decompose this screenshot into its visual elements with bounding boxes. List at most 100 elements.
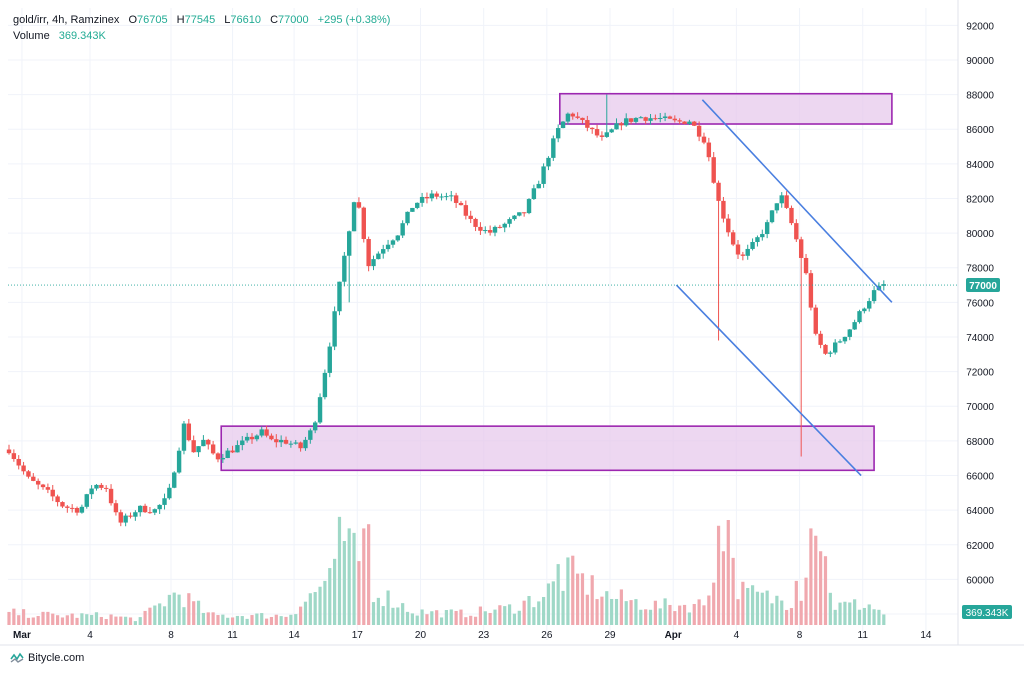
- volume-bar: [99, 616, 103, 625]
- volume-bar: [405, 611, 410, 625]
- y-tick-label: 86000: [966, 125, 994, 136]
- volume-bar: [80, 613, 84, 625]
- candle-body: [624, 118, 629, 126]
- candle-body: [366, 239, 371, 267]
- volume-bar: [430, 611, 434, 625]
- volume-bar: [318, 586, 322, 625]
- volume-bar: [51, 613, 55, 625]
- volume-bar: [21, 609, 26, 625]
- candle-body: [410, 207, 415, 212]
- volume-bar: [473, 616, 478, 625]
- volume-bar: [70, 613, 74, 625]
- y-tick-label: 74000: [966, 333, 994, 344]
- candle-body: [45, 487, 51, 490]
- candle-body: [871, 290, 877, 302]
- y-tick-label: 70000: [966, 402, 994, 413]
- candle-body: [478, 226, 483, 231]
- volume-bar: [537, 601, 541, 625]
- volume-bar: [245, 618, 249, 625]
- volume-bar: [148, 607, 152, 625]
- candle-body: [808, 273, 814, 308]
- volume-bar: [342, 541, 346, 625]
- candle-body: [837, 341, 843, 343]
- open-value: 76705: [137, 14, 168, 26]
- close-label: C: [270, 14, 279, 26]
- candle-body: [84, 494, 89, 507]
- candle-body: [609, 129, 614, 133]
- candle-body: [726, 218, 731, 233]
- candle-body: [483, 230, 488, 232]
- x-tick-label: 26: [541, 630, 553, 641]
- candle-body: [361, 207, 366, 240]
- candle-body: [60, 502, 65, 507]
- volume-bar: [614, 598, 619, 625]
- candle-body: [322, 372, 328, 398]
- volume-bar: [94, 612, 99, 625]
- candle-body: [152, 509, 157, 513]
- volume-bar: [410, 613, 414, 625]
- candle-body: [570, 113, 575, 117]
- y-tick-label: 78000: [966, 264, 994, 275]
- volume-bar: [167, 594, 171, 625]
- volume-bar: [226, 617, 230, 625]
- last-volume-badge: [962, 605, 1012, 619]
- candle-body: [259, 429, 264, 436]
- candle-body: [653, 118, 658, 120]
- volume-bar: [512, 613, 517, 625]
- volume-bar: [746, 587, 750, 625]
- high-value: 77545: [184, 14, 216, 26]
- volume-bar: [731, 557, 735, 625]
- candle-body: [857, 311, 862, 323]
- candle-body: [439, 196, 444, 198]
- y-tick-label: 80000: [966, 229, 994, 240]
- volume-bar: [128, 617, 133, 625]
- candle-body: [415, 202, 420, 208]
- candle-body: [798, 239, 804, 258]
- volume-bar: [444, 610, 448, 625]
- x-tick-label: 8: [797, 630, 803, 641]
- candle-body: [735, 244, 741, 255]
- candle-body: [283, 439, 289, 444]
- volume-bar: [527, 596, 531, 625]
- volume-bar: [162, 606, 167, 625]
- candle-body: [269, 435, 274, 440]
- volume-bar: [770, 603, 774, 625]
- candle-body: [308, 430, 313, 440]
- candle-body: [298, 442, 303, 449]
- volume-bar: [138, 617, 142, 625]
- volume-bar: [153, 605, 157, 625]
- candle-body: [881, 284, 886, 286]
- volume-bar: [741, 581, 745, 625]
- volume-bar: [362, 528, 366, 625]
- candle-body: [842, 336, 848, 342]
- volume-bar: [590, 575, 594, 625]
- volume-bar: [624, 601, 628, 625]
- volume-bar: [216, 615, 220, 625]
- volume-bar: [775, 595, 779, 625]
- candle-body: [774, 203, 780, 211]
- volume-bar: [673, 611, 677, 625]
- brand-label: Bitycle.com: [28, 652, 85, 664]
- volume-bar: [556, 564, 560, 625]
- candle-body: [186, 423, 192, 441]
- x-tick-label: 23: [478, 630, 490, 641]
- volume-bar: [619, 589, 623, 625]
- volume-bar: [182, 607, 186, 625]
- candle-body: [619, 123, 624, 126]
- x-tick-label: 11: [858, 630, 869, 641]
- candle-body: [376, 253, 381, 260]
- volume-bar: [333, 558, 337, 625]
- volume-bar: [114, 616, 118, 625]
- candle-body: [162, 498, 167, 505]
- candle-body: [492, 226, 498, 233]
- candle-body: [667, 116, 673, 119]
- volume-bar: [264, 618, 269, 625]
- candle-body: [342, 255, 347, 282]
- footer-brand[interactable]: Bitycle.com: [10, 652, 84, 664]
- candle-body: [614, 123, 619, 130]
- volume-bar: [522, 600, 526, 625]
- x-tick-label: Apr: [665, 630, 682, 641]
- candle-body: [128, 515, 133, 517]
